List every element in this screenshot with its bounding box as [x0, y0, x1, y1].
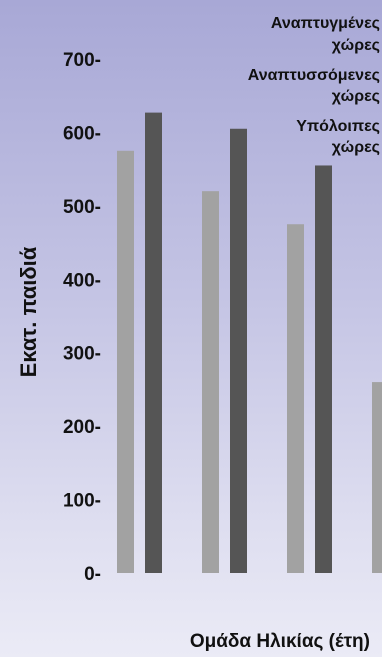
y-tick-label: 500- [63, 197, 101, 218]
legend-entry-1-line-1: Αναπτυγμένες [271, 15, 380, 32]
bar-series-1-group-2 [202, 191, 219, 573]
bars-group [117, 112, 382, 574]
y-axis-label: Εκατ. παιδιά [16, 246, 41, 377]
legend-entry-3-line-1: Υπόλοιπες [296, 118, 380, 135]
y-tick-label: 700- [63, 50, 101, 71]
bar-series-2-group-3 [315, 165, 332, 573]
x-axis-label: Ομάδα Ηλικίας (έτη) [190, 631, 370, 652]
bar-series-1-group-3 [287, 224, 304, 573]
legend-entry-3-line-2: χώρες [332, 139, 380, 156]
y-tick-label: 300- [63, 344, 101, 365]
bar-series-2-group-2 [230, 128, 247, 573]
legend-entry-1-line-2: χώρες [332, 37, 380, 54]
y-tick-labels: 0- 100- 200- 300- 400- 500- 600- 700- [63, 50, 101, 585]
legend-entry-2-line-2: χώρες [332, 88, 380, 105]
legend: Αναπτυγμένες χώρες Αναπτυσσόμενες χώρες … [248, 15, 380, 156]
bar-series-1-group-4 [372, 382, 382, 573]
y-tick-label: 100- [63, 491, 101, 512]
y-tick-label: 200- [63, 417, 101, 438]
legend-entry-2-line-1: Αναπτυσσόμενες [248, 67, 380, 84]
y-tick-label: 0- [84, 564, 101, 585]
bar-series-2-group-1 [145, 112, 162, 574]
y-tick-label: 400- [63, 270, 101, 291]
bar-series-1-group-1 [117, 150, 134, 574]
y-tick-label: 600- [63, 123, 101, 144]
